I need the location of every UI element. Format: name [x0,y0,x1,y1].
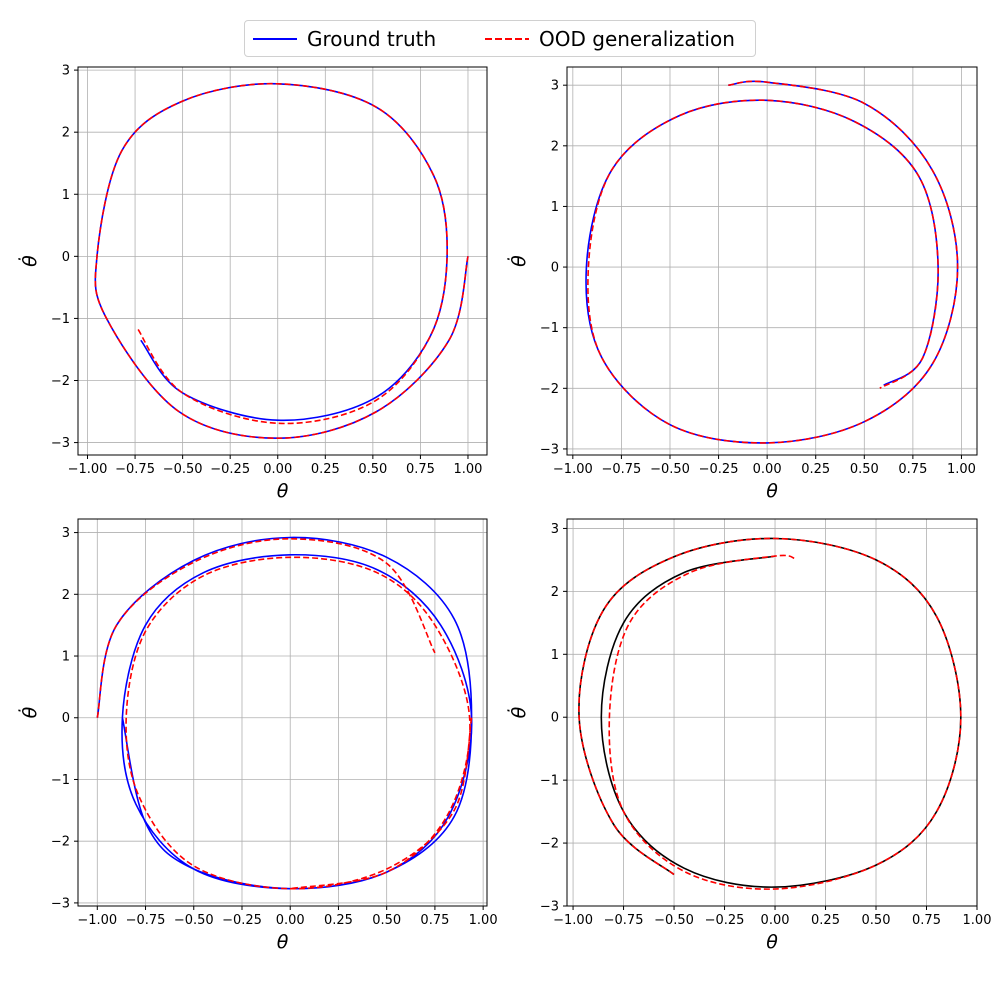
legend-item-ood: OOD generalization [485,21,735,56]
x-tick-label: 0.00 [761,913,790,928]
x-tick-label: 1.00 [454,462,483,477]
y-tick-label: −2 [540,837,559,852]
x-tick-label: −0.25 [705,913,745,928]
y-axis-label: θ̇ [506,706,530,718]
x-tick-label: −1.00 [68,462,108,477]
y-tick-label: 3 [551,79,559,94]
y-tick-label: 2 [62,126,70,141]
x-tick-label: 0.25 [311,462,340,477]
y-tick-label: −2 [51,835,70,850]
legend-label: OOD generalization [539,26,735,51]
y-tick-label: 1 [62,188,70,203]
x-tick-label: −0.25 [699,462,739,477]
x-tick-label: 0.00 [276,913,305,928]
x-tick-label: 1.00 [947,462,976,477]
y-tick-label: −1 [540,774,559,789]
chart-panel-3: −1.00 −0.75 −0.50 −0.25 0.00 0.25 0.50 0.75 1.00… [17,518,498,953]
series-line-ood [125,556,473,890]
y-tick-label: 0 [551,261,559,276]
x-tick-label: 0.75 [898,462,927,477]
chart-panel-2: −1.00 −0.75 −0.50 −0.25 0.00 0.25 0.50 0.75 1.00… [506,66,978,502]
x-tick-label: 0.75 [912,913,941,928]
x-tick-label: −0.75 [604,913,644,928]
legend-item-ground-truth: Ground truth [253,21,436,56]
series-line-ground-truth [96,536,473,890]
x-tick-label: −1.00 [77,913,117,928]
x-tick-label: 0.50 [372,913,401,928]
series-line-ood [587,80,959,444]
axes-frame [77,518,488,907]
x-tick-label: 0.25 [801,462,830,477]
x-tick-label: −0.25 [222,913,262,928]
axes-frame [77,66,488,456]
x-tick-label: −0.75 [126,913,166,928]
y-axis-label: θ̇ [17,706,41,718]
y-tick-label: 3 [62,526,70,541]
series-line-ood [94,82,469,439]
y-tick-label: 2 [62,588,70,603]
y-tick-label: 0 [62,250,70,265]
legend: Ground truth OOD generalization [244,20,756,57]
x-tick-label: −0.50 [163,462,203,477]
y-tick-label: −2 [540,382,559,397]
x-tick-label: 0.50 [850,462,879,477]
x-tick-label: 0.00 [753,462,782,477]
x-tick-label: 1.00 [469,913,498,928]
x-tick-label: 1.00 [963,913,992,928]
x-tick-label: −0.50 [654,913,694,928]
y-tick-label: −3 [540,900,559,915]
y-tick-label: 1 [62,650,70,665]
y-tick-label: 3 [62,64,70,79]
y-tick-label: −1 [51,312,70,327]
axes-frame [566,518,978,907]
x-tick-label: −1.00 [553,913,593,928]
axes-frame [566,66,978,456]
series-line-ood [96,537,436,718]
y-tick-label: 1 [551,200,559,215]
x-tick-label: 0.00 [263,462,292,477]
y-tick-label: −2 [51,374,70,389]
y-tick-label: 3 [551,522,559,537]
x-tick-label: 0.50 [862,913,891,928]
y-tick-label: −3 [51,436,70,451]
x-tick-label: −0.75 [115,462,155,477]
legend-swatch-solid [253,37,297,40]
y-tick-label: −1 [51,773,70,788]
y-tick-label: 0 [62,711,70,726]
x-tick-label: −0.75 [601,462,641,477]
y-tick-label: 0 [551,711,559,726]
x-tick-label: 0.50 [358,462,387,477]
x-axis-label: θ [766,931,778,953]
x-axis-label: θ [277,480,289,502]
x-tick-label: 0.75 [420,913,449,928]
y-tick-label: −1 [540,321,559,336]
x-tick-label: 0.75 [406,462,435,477]
series-line-ground-truth [578,537,962,888]
y-tick-label: 2 [551,139,559,154]
y-axis-label: θ̇ [17,255,41,267]
y-tick-label: 1 [551,648,559,663]
legend-swatch-dashed [485,37,529,40]
chart-panel-4: −1.00 −0.75 −0.50 −0.25 0.00 0.25 0.50 0.75 1.00… [506,518,992,953]
x-tick-label: −0.25 [210,462,250,477]
x-axis-label: θ [277,931,289,953]
y-tick-label: 2 [551,585,559,600]
legend-label: Ground truth [307,26,437,51]
series-line-ood [578,537,962,890]
y-tick-label: −3 [51,896,70,911]
x-tick-label: −0.50 [174,913,214,928]
chart-panel-1: −1.00 −0.75 −0.50 −0.25 0.00 0.25 0.50 0.75 1.00… [17,64,488,502]
x-tick-label: −1.00 [553,462,593,477]
y-tick-label: −3 [540,442,559,457]
x-tick-label: 0.25 [811,913,840,928]
x-tick-label: 0.25 [324,913,353,928]
x-axis-label: θ [766,480,778,502]
y-axis-label: θ̇ [506,255,530,267]
x-tick-label: −0.50 [650,462,690,477]
